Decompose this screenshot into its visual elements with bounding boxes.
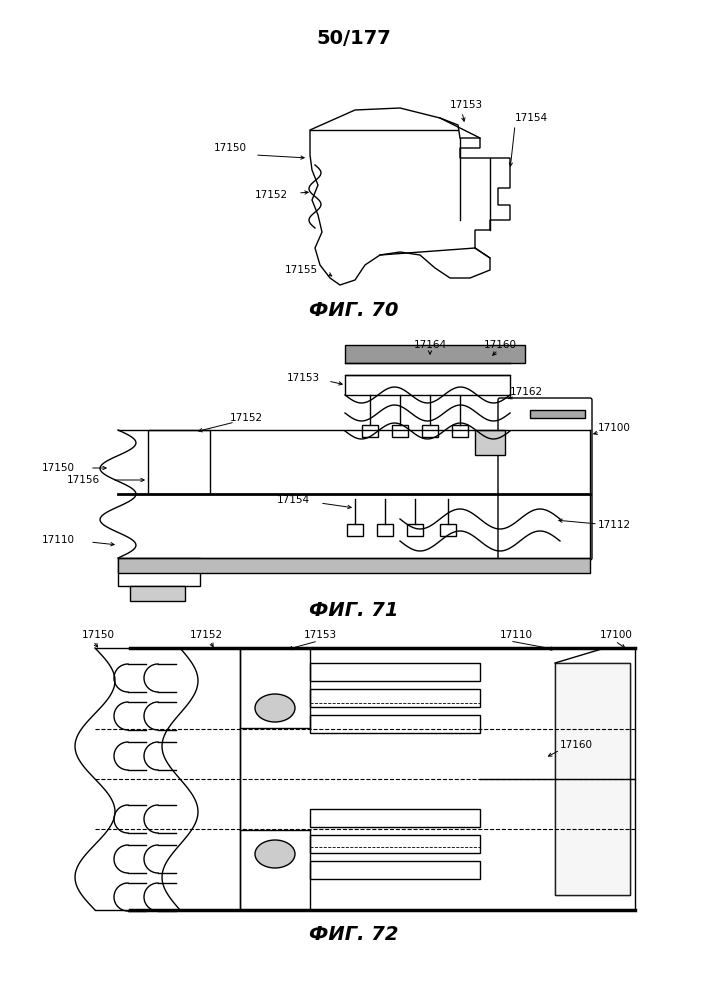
Text: 50/177: 50/177 xyxy=(317,28,392,47)
Bar xyxy=(377,524,393,536)
Bar xyxy=(310,835,480,853)
Bar xyxy=(310,689,480,707)
Bar xyxy=(475,430,505,455)
Text: 17110: 17110 xyxy=(500,630,533,640)
Bar xyxy=(530,410,585,418)
Bar xyxy=(440,524,456,536)
Text: 17153: 17153 xyxy=(450,100,483,110)
Bar xyxy=(310,715,480,733)
Bar xyxy=(148,430,210,494)
Bar xyxy=(310,663,480,681)
Bar xyxy=(345,375,510,395)
Text: 17110: 17110 xyxy=(42,535,75,545)
Bar xyxy=(345,345,525,363)
Ellipse shape xyxy=(255,840,295,868)
Bar xyxy=(347,524,363,536)
Text: ФИГ. 71: ФИГ. 71 xyxy=(309,600,399,619)
Bar xyxy=(310,809,480,827)
Text: 17154: 17154 xyxy=(277,495,310,505)
Text: 17152: 17152 xyxy=(255,190,288,200)
Text: 17152: 17152 xyxy=(190,630,223,640)
Bar xyxy=(392,425,408,437)
Ellipse shape xyxy=(255,694,295,722)
Text: 17150: 17150 xyxy=(82,630,115,640)
Bar xyxy=(240,648,635,910)
Text: 17156: 17156 xyxy=(67,475,100,485)
Text: ФИГ. 70: ФИГ. 70 xyxy=(309,300,399,320)
Text: 17100: 17100 xyxy=(600,630,633,640)
Bar xyxy=(362,425,378,437)
Bar xyxy=(130,586,185,601)
Bar xyxy=(452,425,468,437)
Bar xyxy=(555,663,630,895)
Text: 17162: 17162 xyxy=(510,387,543,397)
Text: ФИГ. 72: ФИГ. 72 xyxy=(309,926,399,944)
Text: 17150: 17150 xyxy=(42,463,75,473)
Text: 17150: 17150 xyxy=(214,143,247,153)
Text: 17112: 17112 xyxy=(598,520,631,530)
Bar xyxy=(118,558,200,586)
Text: 17152: 17152 xyxy=(230,413,263,423)
Text: 17164: 17164 xyxy=(414,340,447,350)
Bar xyxy=(407,524,423,536)
Bar xyxy=(422,425,438,437)
Bar xyxy=(118,558,590,573)
Text: 17153: 17153 xyxy=(287,373,320,383)
Text: 17154: 17154 xyxy=(515,113,548,123)
Text: 17160: 17160 xyxy=(560,740,593,750)
Text: 17160: 17160 xyxy=(484,340,517,350)
Text: 17155: 17155 xyxy=(285,265,318,275)
Bar xyxy=(555,663,630,895)
Text: 17100: 17100 xyxy=(598,423,631,433)
Text: 17153: 17153 xyxy=(303,630,337,640)
Bar xyxy=(310,861,480,879)
